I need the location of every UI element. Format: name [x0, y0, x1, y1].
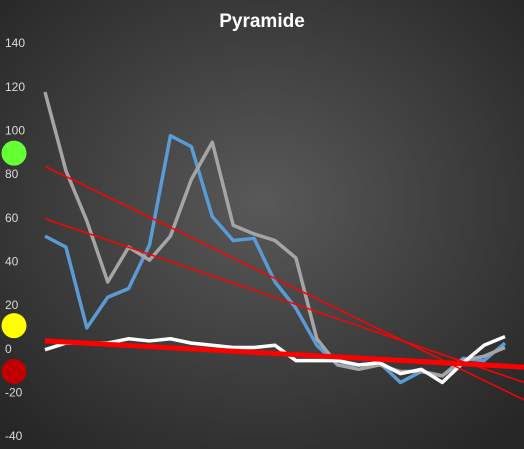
y-tick-label: 60 — [5, 211, 19, 225]
y-tick-label: 120 — [5, 80, 25, 94]
marker-dot — [1, 313, 27, 339]
marker-dot — [1, 140, 27, 166]
y-tick-label: 140 — [5, 36, 25, 50]
y-tick-label: 80 — [5, 167, 19, 181]
marker-dot — [1, 359, 27, 384]
series-line — [44, 334, 506, 385]
trend-line — [44, 338, 524, 370]
y-tick-label: 20 — [5, 298, 19, 312]
trend-line — [44, 217, 524, 384]
y-tick-label: 40 — [5, 255, 19, 269]
y-tick-label: 100 — [5, 124, 25, 138]
y-tick-label: -20 — [5, 386, 23, 400]
chart-title: Pyramide — [219, 11, 305, 32]
y-tick-label: 0 — [5, 342, 12, 356]
y-tick-label: -40 — [5, 429, 23, 443]
